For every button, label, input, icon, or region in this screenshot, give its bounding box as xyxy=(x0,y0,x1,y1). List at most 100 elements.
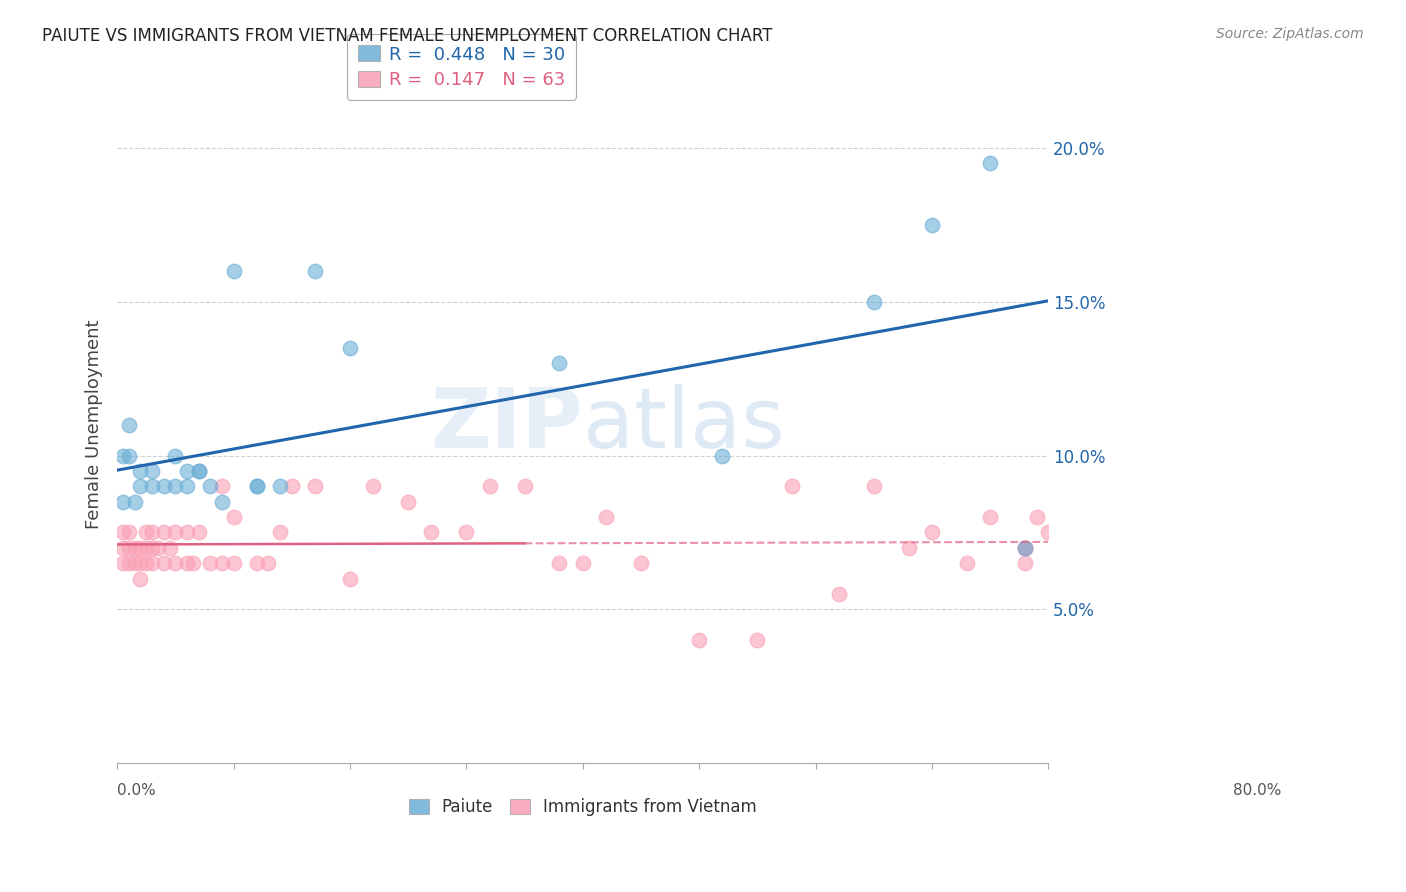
Point xyxy=(862,294,884,309)
Point xyxy=(246,479,269,493)
Point xyxy=(187,464,209,478)
Point xyxy=(513,479,536,493)
Point xyxy=(187,464,209,478)
Point xyxy=(152,556,174,570)
Point xyxy=(339,572,361,586)
Point xyxy=(711,449,734,463)
Point xyxy=(176,479,198,493)
Point xyxy=(304,264,326,278)
Point xyxy=(747,633,769,648)
Point xyxy=(111,449,134,463)
Point xyxy=(165,525,187,540)
Point xyxy=(129,464,152,478)
Point xyxy=(897,541,920,555)
Point xyxy=(141,541,163,555)
Point xyxy=(129,541,152,555)
Point xyxy=(176,556,198,570)
Point xyxy=(111,494,134,508)
Point xyxy=(548,556,571,570)
Point xyxy=(361,479,384,493)
Point xyxy=(118,525,141,540)
Point xyxy=(176,525,198,540)
Point xyxy=(141,525,163,540)
Point xyxy=(1014,541,1036,555)
Point xyxy=(246,556,269,570)
Point xyxy=(181,556,204,570)
Text: PAIUTE VS IMMIGRANTS FROM VIETNAM FEMALE UNEMPLOYMENT CORRELATION CHART: PAIUTE VS IMMIGRANTS FROM VIETNAM FEMALE… xyxy=(42,27,773,45)
Point xyxy=(135,541,157,555)
Point xyxy=(222,556,245,570)
Point xyxy=(1025,510,1047,524)
Point xyxy=(187,525,209,540)
Point xyxy=(200,479,222,493)
Point xyxy=(165,556,187,570)
Text: 0.0%: 0.0% xyxy=(117,783,156,798)
Point xyxy=(304,479,326,493)
Point xyxy=(956,556,979,570)
Point xyxy=(146,541,169,555)
Point xyxy=(124,556,146,570)
Point xyxy=(420,525,443,540)
Point xyxy=(630,556,652,570)
Point xyxy=(688,633,710,648)
Point xyxy=(152,479,174,493)
Point xyxy=(111,556,134,570)
Point xyxy=(129,572,152,586)
Point xyxy=(571,556,593,570)
Point xyxy=(200,556,222,570)
Point xyxy=(921,218,943,232)
Point xyxy=(141,556,163,570)
Point xyxy=(129,556,152,570)
Point xyxy=(979,510,1001,524)
Point xyxy=(165,479,187,493)
Point xyxy=(165,449,187,463)
Point xyxy=(862,479,884,493)
Point xyxy=(339,341,361,355)
Point xyxy=(921,525,943,540)
Point xyxy=(141,464,163,478)
Point xyxy=(135,525,157,540)
Y-axis label: Female Unemployment: Female Unemployment xyxy=(86,320,103,530)
Point xyxy=(269,525,291,540)
Point xyxy=(1014,556,1036,570)
Point xyxy=(1014,541,1036,555)
Point xyxy=(118,449,141,463)
Point xyxy=(211,494,233,508)
Point xyxy=(478,479,501,493)
Point xyxy=(1014,541,1036,555)
Point xyxy=(118,556,141,570)
Point xyxy=(548,356,571,370)
Point xyxy=(269,479,291,493)
Point xyxy=(176,464,198,478)
Point xyxy=(595,510,617,524)
Point xyxy=(124,541,146,555)
Point xyxy=(111,525,134,540)
Point xyxy=(396,494,419,508)
Point xyxy=(1014,541,1036,555)
Point xyxy=(211,479,233,493)
Text: atlas: atlas xyxy=(582,384,785,466)
Text: 80.0%: 80.0% xyxy=(1233,783,1281,798)
Text: Source: ZipAtlas.com: Source: ZipAtlas.com xyxy=(1216,27,1364,41)
Point xyxy=(456,525,478,540)
Text: ZIP: ZIP xyxy=(430,384,582,466)
Point xyxy=(222,510,245,524)
Point xyxy=(135,556,157,570)
Point xyxy=(246,479,269,493)
Point xyxy=(118,417,141,432)
Point xyxy=(129,479,152,493)
Legend: Paiute, Immigrants from Vietnam: Paiute, Immigrants from Vietnam xyxy=(402,791,763,822)
Point xyxy=(1038,525,1060,540)
Point xyxy=(141,479,163,493)
Point xyxy=(828,587,851,601)
Point xyxy=(281,479,304,493)
Point xyxy=(780,479,803,493)
Point xyxy=(159,541,181,555)
Point xyxy=(111,541,134,555)
Point xyxy=(211,556,233,570)
Point xyxy=(152,525,174,540)
Point xyxy=(257,556,280,570)
Point xyxy=(979,156,1001,170)
Point xyxy=(124,494,146,508)
Point xyxy=(222,264,245,278)
